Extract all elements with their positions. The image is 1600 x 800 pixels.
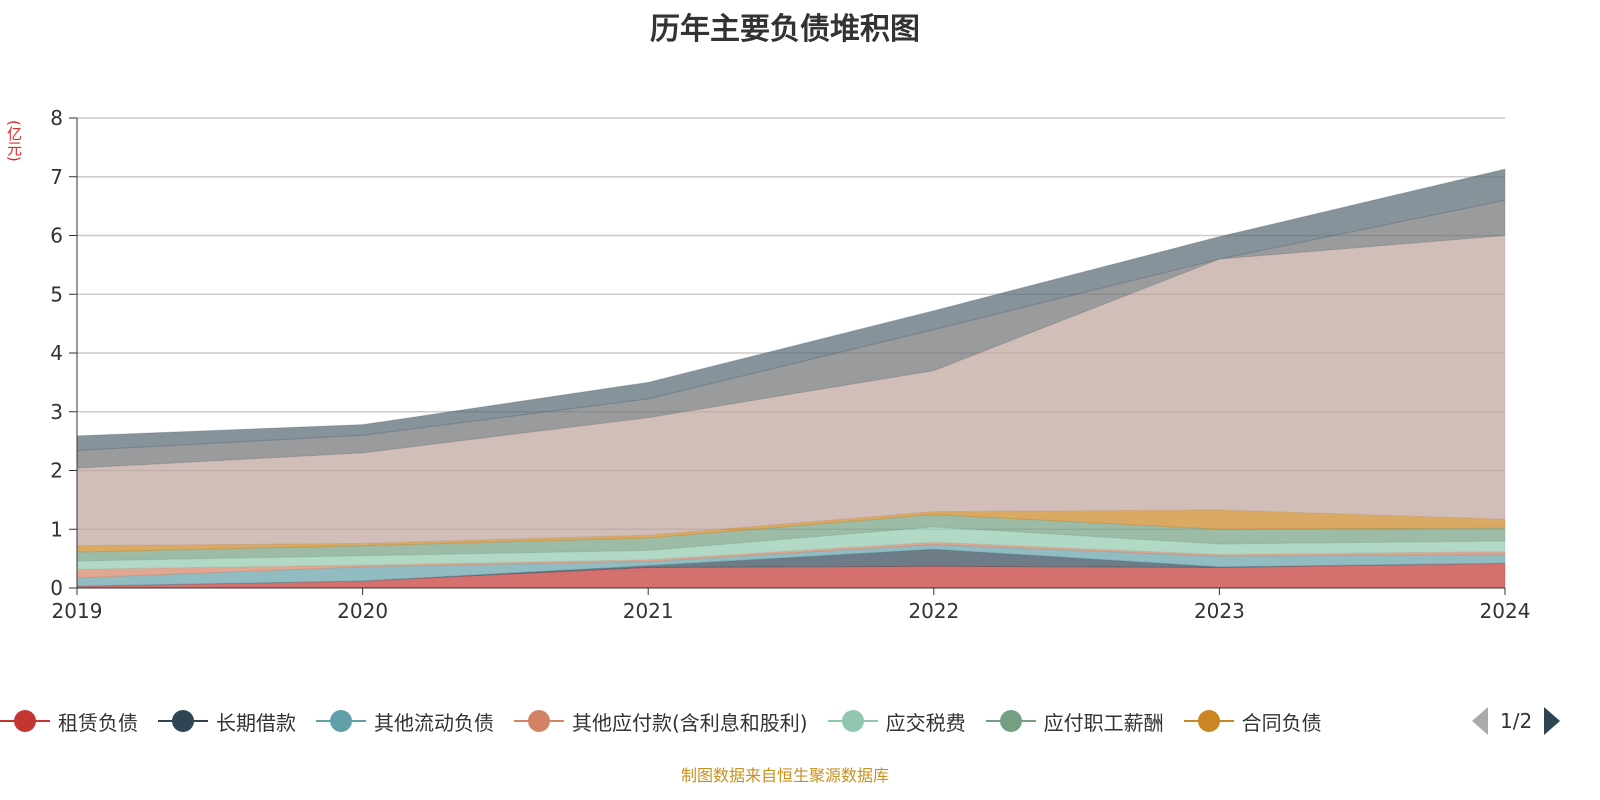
x-tick-label: 2022 bbox=[908, 599, 959, 623]
y-tick-label: 6 bbox=[50, 224, 63, 248]
y-tick-label: 3 bbox=[50, 400, 63, 424]
legend-label: 其他应付款(含利息和股利) bbox=[572, 710, 808, 735]
y-tick-label: 8 bbox=[50, 106, 63, 130]
x-tick-label: 2019 bbox=[52, 599, 103, 623]
legend-next-arrow-icon[interactable] bbox=[1544, 707, 1561, 735]
x-tick-label: 2024 bbox=[1480, 599, 1531, 623]
legend-marker-icon bbox=[514, 709, 564, 733]
legend-page-indicator: 1/2 bbox=[1500, 709, 1533, 733]
x-tick-label: 2020 bbox=[337, 599, 388, 623]
stacked-area-chart: 0 1 2 3 4 5 6 7 8 2019 2020 2021 2022 2023 2024 bbox=[50, 106, 1531, 623]
legend-item[interactable]: 租赁负债 bbox=[0, 707, 138, 736]
y-axis-unit: (亿元) bbox=[5, 120, 23, 162]
area-series-2 bbox=[76, 544, 1506, 587]
legend-label: 租赁负债 bbox=[58, 710, 138, 735]
legend-marker-icon bbox=[827, 709, 878, 733]
legend-item[interactable]: 其他流动负债 bbox=[316, 707, 494, 736]
legend-item[interactable]: 长期借款 bbox=[158, 707, 296, 736]
legend-item[interactable]: 应付职工薪酬 bbox=[985, 707, 1164, 736]
legend-marker-icon bbox=[1183, 709, 1234, 733]
legend-marker-icon bbox=[0, 709, 50, 733]
legend-pager: 1/2 bbox=[1472, 704, 1561, 738]
x-tick-label: 2021 bbox=[623, 599, 674, 623]
y-tick-label: 2 bbox=[50, 459, 63, 483]
x-tick-label: 2023 bbox=[1194, 599, 1245, 623]
y-tick-label: 4 bbox=[50, 341, 63, 365]
y-tick-label: 5 bbox=[50, 282, 63, 306]
legend: 租赁负债 长期借款 其他流动负债 其他应付款(含利息和股利) 应交税费 应付职工薪酬 合同负… bbox=[0, 704, 1460, 738]
legend-label: 其他流动负债 bbox=[374, 710, 494, 735]
chart-title: 历年主要负债堆积图 bbox=[650, 12, 920, 47]
legend-item[interactable]: 合同负债 bbox=[1183, 707, 1322, 736]
legend-marker-icon bbox=[158, 709, 208, 733]
legend-label: 应付职工薪酬 bbox=[1043, 710, 1164, 735]
legend-prev-arrow-icon[interactable] bbox=[1472, 707, 1488, 735]
area-series-9 bbox=[76, 168, 1506, 452]
data-source-note: 制图数据来自恒生聚源数据库 bbox=[680, 766, 889, 785]
legend-item[interactable]: 其他应付款(含利息和股利) bbox=[514, 707, 808, 736]
legend-label: 合同负债 bbox=[1241, 710, 1322, 735]
legend-label: 长期借款 bbox=[216, 710, 296, 735]
legend-marker-icon bbox=[316, 709, 366, 733]
y-tick-label: 0 bbox=[50, 576, 63, 600]
legend-item[interactable]: 应交税费 bbox=[827, 707, 966, 736]
legend-label: 应交税费 bbox=[885, 710, 966, 735]
area-series-5 bbox=[76, 514, 1506, 562]
y-tick-label: 1 bbox=[50, 517, 63, 541]
legend-marker-icon bbox=[985, 709, 1036, 733]
y-tick-label: 7 bbox=[50, 165, 63, 189]
